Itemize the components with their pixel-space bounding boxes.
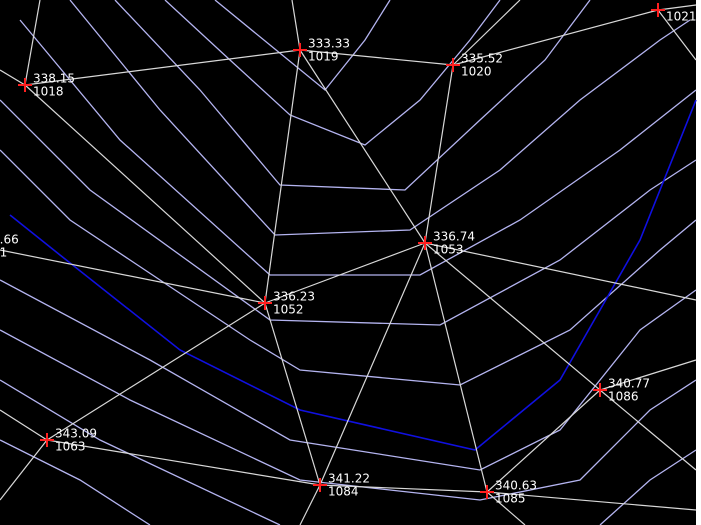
point-id-label: 1063 <box>55 440 86 454</box>
elevation-label: 340.63 <box>495 479 537 493</box>
point-id-label: 1020 <box>461 65 492 79</box>
elevation-label: 335.52 <box>461 52 503 66</box>
elevation-label: 341.22 <box>328 472 370 486</box>
point-id-label: 1021 <box>666 10 697 24</box>
elevation-label: 336.74 <box>433 230 475 244</box>
point-id-label: 1053 <box>433 243 464 257</box>
point-id-label: 1018 <box>33 85 64 99</box>
point-id-label: 51 <box>0 246 7 260</box>
elevation-label: 340.77 <box>608 377 650 391</box>
elevation-label: 338.15 <box>33 72 75 86</box>
point-id-label: 1052 <box>273 303 304 317</box>
point-id-label: 1085 <box>495 492 526 506</box>
point-id-label: 1084 <box>328 485 359 499</box>
elevation-label: 0.66 <box>0 233 19 247</box>
point-id-label: 1086 <box>608 390 639 404</box>
main-contour <box>9 99 697 451</box>
elevation-label: 333.33 <box>308 37 350 51</box>
elevation-label: 343.09 <box>55 427 97 441</box>
point-id-label: 1019 <box>308 50 339 64</box>
elevation-label: 336.23 <box>273 290 315 304</box>
